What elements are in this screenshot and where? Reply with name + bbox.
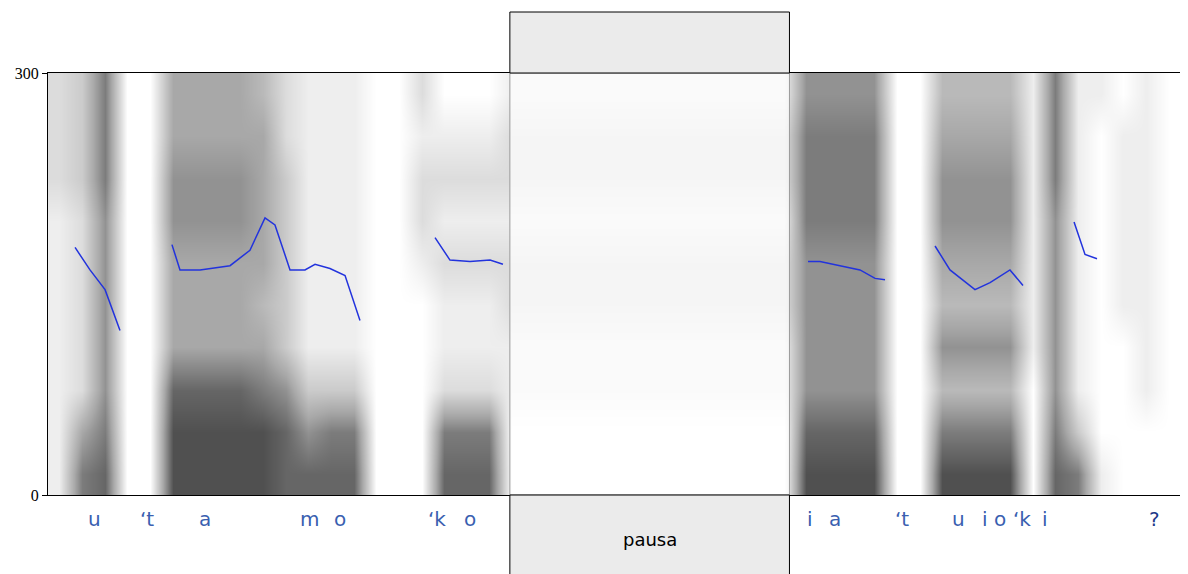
svg-text:a: a (829, 507, 841, 531)
svg-text:i: i (807, 507, 813, 531)
svg-text:a: a (199, 507, 211, 531)
svg-text:u: u (88, 507, 101, 531)
svg-text:i: i (982, 507, 988, 531)
svg-text:‘k: ‘k (428, 507, 446, 531)
svg-text:‘k: ‘k (1013, 507, 1031, 531)
svg-text:o: o (334, 507, 346, 531)
svg-text:‘t: ‘t (140, 507, 154, 531)
svg-text:pausa: pausa (623, 529, 677, 550)
svg-text:u: u (952, 507, 965, 531)
svg-text:0: 0 (31, 487, 39, 504)
svg-text:‘t: ‘t (895, 507, 909, 531)
svg-text:o: o (994, 507, 1006, 531)
svg-text:?: ? (1149, 507, 1160, 531)
svg-text:m: m (300, 507, 319, 531)
svg-text:300: 300 (15, 65, 39, 82)
svg-text:o: o (464, 507, 476, 531)
svg-text:i: i (1042, 507, 1048, 531)
